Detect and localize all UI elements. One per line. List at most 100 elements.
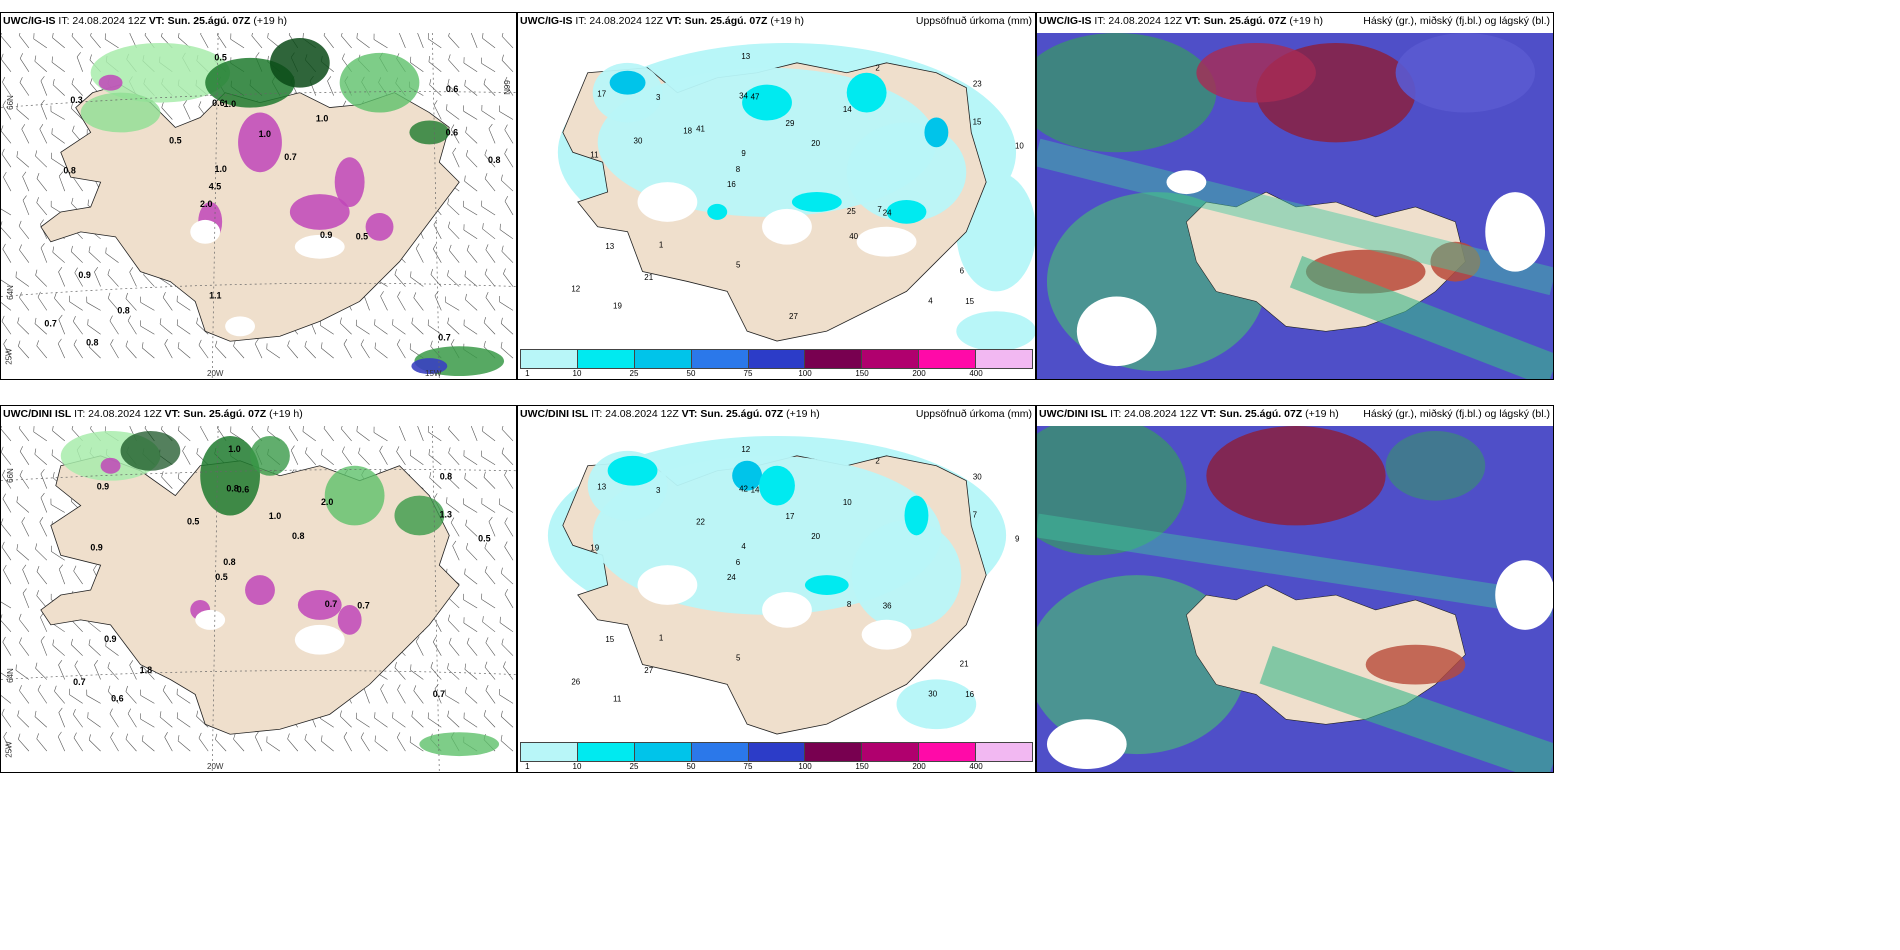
lat-label-66n-right: 66N — [502, 80, 512, 95]
model-name: UWC/DINI ISL — [1039, 408, 1108, 420]
wind-barb — [1, 277, 12, 287]
wind-barb — [430, 661, 442, 680]
colorbar-tick: 25 — [629, 369, 639, 378]
wind-barb — [69, 688, 83, 704]
wind-barb — [251, 33, 263, 49]
wind-barb — [410, 56, 424, 73]
wind-barb — [183, 100, 191, 120]
wind-barb — [501, 245, 514, 263]
colorbar-swatches — [520, 742, 1033, 762]
wind-barb — [33, 33, 47, 49]
wind-barb — [58, 707, 66, 728]
wind-barb — [40, 99, 48, 120]
colorbar-tick: 1 — [525, 762, 530, 771]
wind-barb — [164, 732, 173, 752]
wind-barb — [429, 79, 442, 96]
wind-barb — [447, 198, 460, 216]
colorbar-swatches — [520, 349, 1033, 369]
value-label: 2.0 — [200, 199, 212, 209]
wind-barb — [427, 712, 442, 728]
wind-barb — [409, 736, 424, 752]
value-label: 0.6 — [111, 693, 123, 703]
valid-time-label: VT: — [1184, 15, 1201, 27]
wind-barb — [198, 732, 209, 752]
panel-header: UWC/IG-IS IT: 24.08.2024 12Z VT: Sun. 25… — [3, 15, 287, 27]
wind-barb — [177, 735, 191, 752]
lat-label-64n: 64N — [5, 668, 15, 683]
init-time: IT: 24.08.2024 12Z — [74, 408, 162, 420]
wind-barb — [110, 339, 119, 359]
wind-barb — [73, 565, 83, 585]
colorbar-tick: 25 — [629, 762, 639, 771]
wind-barb — [343, 732, 352, 752]
colorbar-swatch — [748, 350, 806, 368]
map-area[interactable]: 15 11 23 16 14 19 34 29 13 41 12 21 47 20 24 17 13 10 25 15… — [518, 33, 1035, 351]
valid-time-label: VT: — [665, 15, 682, 27]
wind-barb — [452, 147, 460, 168]
wind-barb — [499, 105, 514, 120]
gridlines — [1, 33, 516, 379]
value-label: 3 — [656, 486, 661, 495]
value-label: 40 — [849, 232, 858, 241]
value-label: 20 — [811, 532, 820, 541]
map-area[interactable]: 16 19 30 24 10 11 42 17 15 22 26 27 14 20 36 13 12 9 8 7 6 5 4… — [518, 426, 1035, 744]
wind-barb — [127, 315, 137, 335]
wind-barb — [73, 339, 83, 359]
wind-barb — [57, 338, 66, 359]
map-area[interactable]: 0.7 0.8 0.6 2.0 1.0 0.8 0.6 1.0 0.9 0.5 0.7 0.8 1.0 0… — [1, 33, 516, 379]
colorbar-swatch — [976, 350, 1033, 368]
wind-barb — [447, 471, 460, 489]
map-area[interactable] — [1037, 33, 1553, 379]
wind-barb — [17, 317, 30, 335]
value-label: 0.7 — [73, 677, 85, 687]
value-label: 11 — [590, 151, 599, 160]
wind-barb — [1, 125, 12, 144]
wind-barb — [57, 731, 66, 752]
wind-barb — [481, 57, 496, 73]
value-label: 6 — [736, 558, 741, 567]
wind-barb — [500, 734, 514, 752]
wind-barb — [34, 710, 48, 728]
wind-barb — [18, 340, 30, 359]
value-label: 0.8 — [292, 531, 304, 541]
wind-barb — [18, 613, 30, 632]
wind-barb — [19, 470, 30, 489]
wind-barb — [481, 593, 496, 609]
colorbar-swatch — [919, 350, 977, 368]
wind-barb — [200, 426, 209, 442]
panel-title: Háský (gr.), miðský (fj.bl.) og lágský (… — [1363, 15, 1550, 27]
value-label: 0.6 — [212, 98, 224, 108]
wind-barb — [448, 54, 460, 72]
gridlines — [1, 426, 516, 772]
value-label: 16 — [965, 690, 974, 699]
wind-barb — [127, 708, 137, 728]
wind-barb — [504, 517, 514, 537]
wind-barb — [161, 471, 173, 489]
value-label: 42 — [739, 485, 748, 494]
wind-barb — [58, 564, 66, 585]
wind-barb — [2, 76, 12, 96]
wind-barb — [483, 710, 496, 728]
value-label: 9 — [741, 149, 746, 158]
wind-barb — [447, 78, 460, 96]
wind-barb — [233, 340, 245, 359]
wind-barb — [1, 221, 12, 240]
wind-barb — [413, 685, 424, 704]
wind-barb — [373, 426, 388, 442]
value-labels: 1619302410114217152226271420361312987654… — [571, 445, 1020, 703]
map-area[interactable]: 0.7 0.9 0.8 0.5 2.0 0.6 0.8 1.0 0.9 0.5 0.7 1.8 0.6 0… — [1, 426, 516, 772]
value-label: 1.8 — [140, 665, 152, 675]
wind-barb — [504, 148, 514, 168]
wind-barb — [19, 685, 30, 704]
wind-barb — [302, 426, 316, 442]
map-area[interactable] — [1037, 426, 1553, 772]
value-label: 3 — [656, 93, 661, 102]
wind-barb — [217, 33, 227, 49]
valid-time-label: VT: — [681, 408, 698, 420]
panel-header: UWC/IG-IS IT: 24.08.2024 12Z VT: Sun. 25… — [520, 15, 804, 27]
wind-barb — [484, 566, 496, 585]
wind-barb — [499, 223, 514, 240]
wind-barb — [15, 664, 30, 680]
wind-barb — [254, 731, 263, 752]
value-label: 27 — [644, 666, 653, 675]
